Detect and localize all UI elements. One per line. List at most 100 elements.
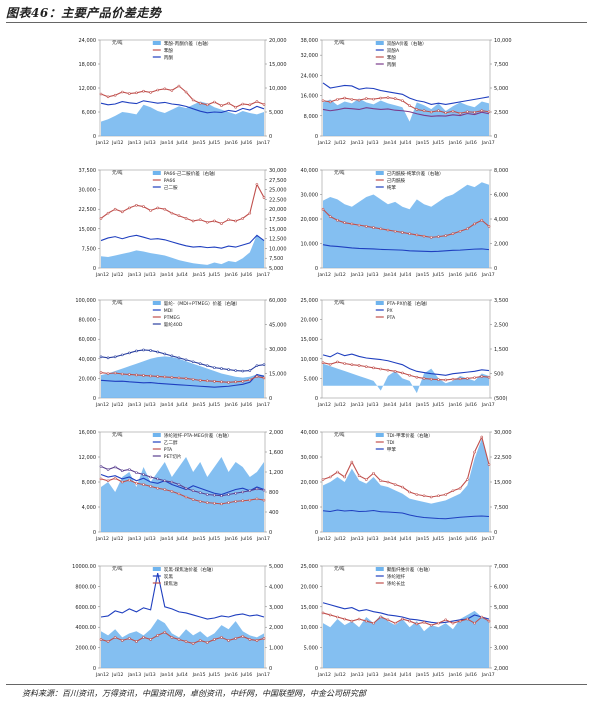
right-axis-label: 20,000	[269, 207, 287, 213]
x-axis-label: Jan13	[127, 402, 141, 408]
data-point	[458, 486, 462, 490]
data-point	[458, 619, 462, 623]
data-point	[393, 370, 397, 373]
data-point	[408, 104, 411, 107]
x-axis-label: Jul14	[175, 536, 187, 542]
data-point	[429, 236, 433, 239]
data-point	[487, 225, 491, 228]
line-series	[100, 473, 265, 496]
x-axis-label: Jan13	[350, 272, 364, 278]
left-axis-label: 8,000	[304, 114, 318, 120]
x-axis-label: Jul16	[464, 672, 476, 678]
data-point	[458, 377, 462, 381]
data-point	[206, 501, 209, 504]
data-point	[343, 362, 346, 365]
data-point	[480, 218, 484, 222]
right-axis-label: 30,000	[494, 430, 512, 436]
right-axis-label: 3,000	[494, 646, 508, 652]
right-axis-label: 60,000	[269, 298, 287, 304]
right-axis-label: 4,000	[269, 584, 283, 590]
legend-label: PX	[387, 308, 393, 314]
x-axis-label: Jan16	[448, 536, 462, 542]
right-axis-label: 0	[269, 396, 272, 402]
x-axis-label: Jan13	[127, 672, 141, 678]
data-point	[135, 373, 138, 377]
legend-label: 聚酯纤维价差（右轴）	[387, 566, 433, 573]
unit-label: 元/吨	[334, 299, 345, 306]
data-point	[422, 494, 426, 498]
data-point	[106, 372, 110, 375]
x-axis-label: Jul12	[111, 536, 123, 542]
x-axis-label: Jan13	[127, 140, 141, 146]
legend-label: PTA	[164, 447, 173, 453]
data-point	[149, 209, 152, 212]
legend-label: PTA-PX价差（右轴）	[387, 300, 430, 307]
x-axis-label: Jul12	[333, 672, 345, 678]
left-axis-label: 15,000	[79, 227, 97, 233]
data-point	[241, 499, 245, 503]
x-axis-label: Jan16	[448, 672, 462, 678]
unit-label: 元/吨	[112, 431, 123, 438]
x-axis-label: Jan13	[127, 272, 141, 278]
x-axis-label: Jul14	[175, 272, 187, 278]
x-axis-label: Jan17	[481, 536, 495, 542]
x-axis-label: Jan15	[192, 140, 206, 146]
data-point	[227, 501, 230, 504]
x-axis-label: Jan17	[481, 272, 495, 278]
x-axis-label: Jan12	[317, 272, 331, 278]
line-series	[322, 602, 490, 624]
data-point	[170, 480, 174, 484]
unit-label: 元/吨	[334, 39, 345, 46]
x-axis-label: Jan15	[415, 140, 429, 146]
data-point	[170, 636, 174, 639]
data-point	[248, 498, 252, 502]
data-point	[458, 229, 462, 233]
x-axis-label: Jul16	[464, 536, 476, 542]
x-axis-label: Jan16	[224, 402, 238, 408]
data-point	[227, 381, 230, 384]
x-axis-label: Jan12	[95, 140, 109, 146]
data-point	[234, 219, 237, 223]
right-axis-label: 4,000	[494, 217, 508, 223]
data-point	[372, 366, 375, 370]
data-point	[128, 206, 131, 210]
data-point	[135, 91, 138, 95]
data-point	[213, 501, 216, 505]
data-point	[401, 99, 404, 102]
line-series	[100, 100, 265, 114]
left-axis-label: 20,000	[301, 318, 319, 324]
left-axis-label: 25,000	[301, 298, 319, 304]
data-point	[357, 474, 361, 478]
legend-label: 炭黑	[164, 573, 174, 580]
data-point	[458, 111, 462, 115]
data-point	[262, 103, 266, 106]
data-point	[213, 380, 216, 383]
left-axis-label: 20,000	[301, 217, 319, 223]
x-axis-label: Jan17	[256, 402, 270, 408]
x-axis-label: Jan13	[350, 140, 364, 146]
left-axis-label: 20,000	[301, 480, 319, 486]
chart-panel-4: 元/吨 0 10,000 20,000 30,000 40,000 0 2,000 4,000 6…	[301, 168, 509, 278]
line-series	[100, 234, 265, 249]
data-point	[120, 469, 124, 473]
data-point	[336, 98, 339, 101]
x-axis-label: Jan12	[95, 672, 109, 678]
data-point	[234, 105, 237, 109]
left-axis-label: 20,000	[301, 584, 319, 590]
data-point	[255, 375, 259, 378]
x-axis-label: Jan15	[192, 536, 206, 542]
data-point	[206, 493, 209, 496]
data-point	[365, 365, 368, 368]
data-point	[163, 375, 167, 379]
data-point	[415, 233, 419, 237]
legend-label: 涤纶短纤-PTA-MEG价差（右轴）	[164, 432, 232, 439]
right-axis-label: 7,500	[494, 62, 508, 68]
data-point	[255, 100, 259, 103]
data-point	[241, 369, 245, 373]
data-point	[328, 613, 332, 617]
legend-label: 双酚A价差（右轴）	[387, 40, 427, 47]
page-title: 图表46：主要产品价差走势	[6, 6, 162, 20]
x-axis-label: Jan14	[159, 140, 173, 146]
data-point	[113, 476, 117, 480]
chart-panel-6: 元/吨 0 5,000 10,000 15,000 20,000 25,000 (500) 50…	[301, 298, 509, 408]
